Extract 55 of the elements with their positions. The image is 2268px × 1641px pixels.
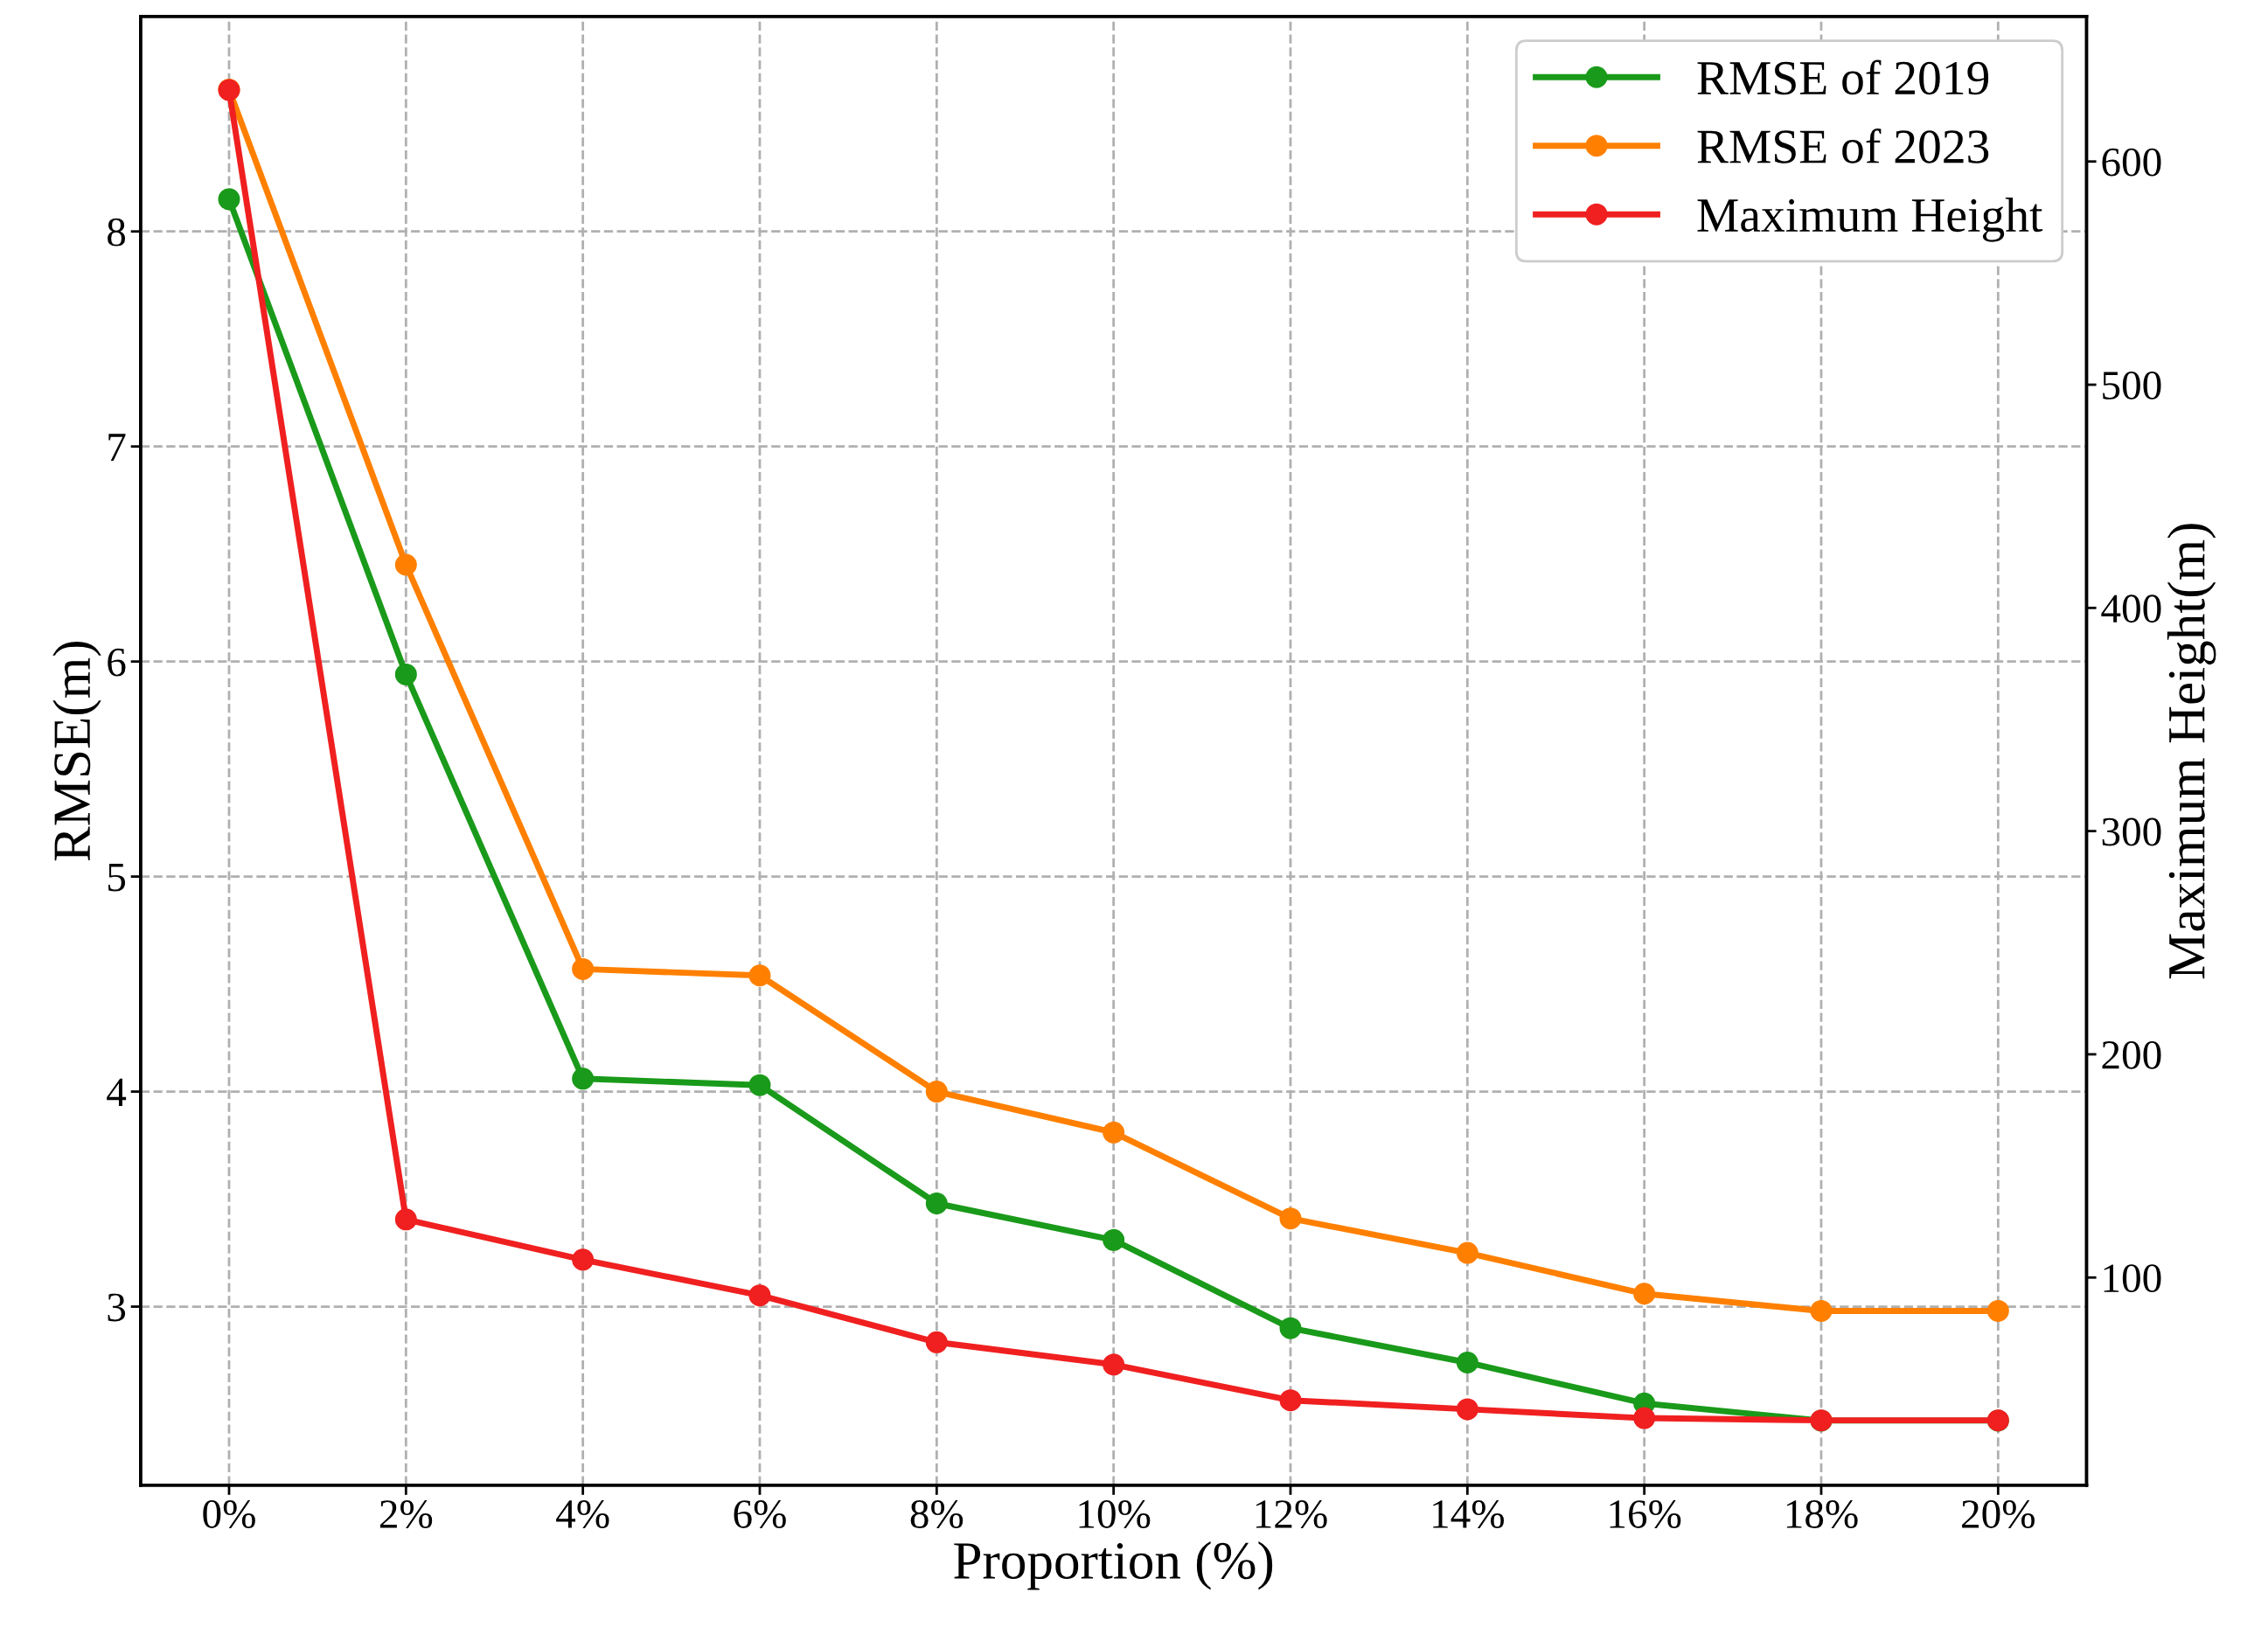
y-tick-label: 5 xyxy=(108,864,126,892)
point xyxy=(1456,1241,1478,1264)
y2-tick-label: 600 xyxy=(2102,148,2161,177)
point xyxy=(1103,1353,1125,1376)
point xyxy=(572,1067,595,1090)
point xyxy=(748,1074,771,1096)
point xyxy=(1279,1389,1302,1412)
legend-label: RMSE of 2019 xyxy=(1697,59,1989,95)
x-tick-label: 16% xyxy=(1610,1500,1681,1529)
y2-tick-label: 100 xyxy=(2104,1264,2161,1293)
x-tick-label: 0% xyxy=(203,1500,255,1529)
x-tick-label: 14% xyxy=(1433,1500,1504,1529)
point xyxy=(1279,1317,1302,1339)
point xyxy=(1986,1299,2009,1322)
x-tick-label: 6% xyxy=(734,1500,786,1529)
point xyxy=(1103,1121,1125,1144)
point xyxy=(1279,1207,1302,1230)
y-tick-label: 6 xyxy=(108,648,126,677)
x-tick-label: 18% xyxy=(1786,1500,1858,1529)
point xyxy=(394,553,417,576)
y2-tick-label: 300 xyxy=(2102,817,2161,846)
x-tick-label: 12% xyxy=(1256,1500,1327,1529)
legend-label: Maximum Height xyxy=(1697,198,2043,242)
x-tick-label: 2% xyxy=(379,1500,433,1529)
point xyxy=(1456,1351,1478,1373)
y2-tick-label: 400 xyxy=(2101,595,2161,623)
x-tick-label: 4% xyxy=(556,1500,609,1529)
point xyxy=(572,1248,595,1271)
point xyxy=(1103,1228,1125,1251)
y-tick-label: 8 xyxy=(108,218,126,247)
point xyxy=(748,964,771,987)
x-tick-label: 10% xyxy=(1079,1500,1151,1529)
x-tick-label: 8% xyxy=(910,1500,964,1529)
legend-label: RMSE of 2023 xyxy=(1697,129,1989,163)
point xyxy=(925,1192,948,1214)
point xyxy=(394,1208,417,1231)
point xyxy=(925,1331,948,1353)
point xyxy=(1810,1299,1833,1322)
y-tick-label: 4 xyxy=(107,1078,127,1106)
y-tick-label: 7 xyxy=(108,434,126,462)
y-tick-label: 3 xyxy=(108,1293,126,1322)
y2-axis-title: Maximum Height(m) xyxy=(2167,524,2216,979)
point xyxy=(748,1284,771,1307)
point xyxy=(218,188,240,211)
point xyxy=(1456,1398,1478,1421)
point xyxy=(925,1081,948,1103)
x-axis-title: Proportion (%) xyxy=(954,1541,1273,1590)
point xyxy=(1633,1407,1656,1429)
point xyxy=(1633,1283,1656,1305)
y-axis-title: RMSE(m) xyxy=(52,642,101,861)
y2-tick-label: 200 xyxy=(2102,1040,2161,1069)
y2-tick-label: 500 xyxy=(2103,372,2161,400)
x-tick-label: 20% xyxy=(1962,1500,2035,1529)
point xyxy=(394,663,417,685)
point xyxy=(572,957,595,980)
